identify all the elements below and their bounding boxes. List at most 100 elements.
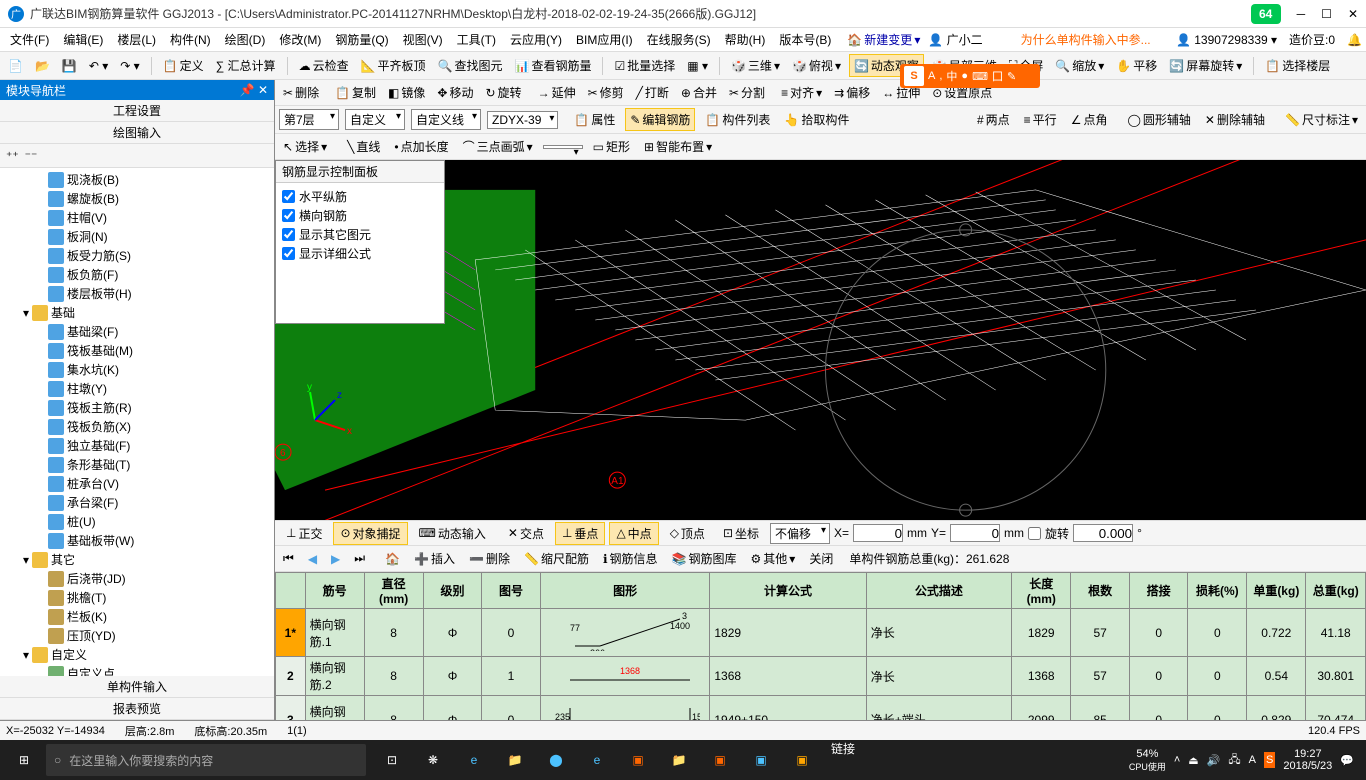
display-option[interactable]: 显示其它图元 — [282, 225, 438, 244]
close-button[interactable]: ✕ — [1348, 7, 1358, 21]
tree-item[interactable]: 板负筋(F) — [0, 265, 274, 284]
tree-item[interactable]: 桩(U) — [0, 512, 274, 531]
taskbar-ie[interactable]: e — [577, 740, 617, 780]
dyn-input-button[interactable]: ⌨ 动态输入 — [412, 522, 493, 545]
screen-rotate-button[interactable]: 🔄 屏幕旋转 ▾ — [1165, 55, 1246, 76]
props-button[interactable]: 📋 属性 — [570, 109, 619, 130]
tray-text-icon[interactable]: A — [1249, 754, 1256, 766]
notifications-icon[interactable]: 💬 — [1340, 754, 1354, 767]
start-button[interactable]: ⊞ — [4, 740, 44, 780]
tree-item[interactable]: 挑檐(T) — [0, 588, 274, 607]
draw-option-dropdown[interactable] — [543, 145, 583, 149]
table-row[interactable]: 1* 横向钢筋.18Φ0 77266140031829净长 182957000.… — [276, 609, 1366, 657]
tree-item[interactable]: 后浇带(JD) — [0, 569, 274, 588]
cloud-check-button[interactable]: ☁ 云检查 — [295, 55, 353, 76]
offset-dropdown[interactable]: 不偏移 — [770, 523, 830, 544]
rebar-info-button[interactable]: ℹ 钢筋信息 — [599, 548, 662, 569]
taskbar-edge[interactable]: e — [454, 740, 494, 780]
scale-button[interactable]: 📏 缩尺配筋 — [520, 548, 593, 569]
prev-button[interactable]: ◀ — [304, 550, 321, 568]
select-button[interactable]: ↖ 选择 ▾ — [279, 136, 331, 157]
define-button[interactable]: 📋 定义 — [159, 55, 208, 76]
new-button[interactable]: 📄 — [4, 57, 27, 75]
table-header[interactable]: 总重(kg) — [1306, 573, 1366, 609]
edit-rebar-button[interactable]: ✎ 编辑钢筋 — [625, 108, 695, 131]
x-input[interactable] — [853, 524, 903, 542]
tray-ime-icon[interactable]: S — [1264, 752, 1275, 768]
perp-button[interactable]: ⊥ 垂点 — [555, 522, 605, 545]
bell-icon[interactable]: 🔔 — [1347, 33, 1362, 47]
table-row[interactable]: 3 横向钢筋.38Φ0 2357014561501949+150净长+端头 20… — [276, 696, 1366, 721]
rotate-checkbox[interactable] — [1028, 527, 1041, 540]
taskbar-app-4[interactable]: ▣ — [618, 740, 658, 780]
ext-button[interactable]: ⊡ 坐标 — [716, 522, 766, 545]
tray-network-icon[interactable]: 🖧 — [1228, 751, 1240, 770]
rotate-button[interactable]: ↻ 旋转 — [481, 82, 525, 103]
table-header[interactable]: 筋号 — [305, 573, 364, 609]
tree-item[interactable]: 筏板主筋(R) — [0, 398, 274, 417]
tree-item[interactable]: 桩承台(V) — [0, 474, 274, 493]
redo-button[interactable]: ↷ ▾ — [116, 57, 143, 75]
menu-modify[interactable]: 修改(M) — [273, 29, 327, 50]
tray-usb-icon[interactable]: ⏏ — [1188, 754, 1198, 767]
menu-tools[interactable]: 工具(T) — [451, 29, 502, 50]
3d-viewport[interactable]: x y z 6 A1 钢筋显示控制面板 水平纵筋 横向钢筋 显示其它图元 显示详… — [275, 160, 1366, 520]
rebar-display-panel[interactable]: 钢筋显示控制面板 水平纵筋 横向钢筋 显示其它图元 显示详细公式 — [275, 160, 445, 324]
select-floor-button[interactable]: 📋 选择楼层 — [1261, 55, 1334, 76]
undo-button[interactable]: ↶ ▾ — [85, 57, 112, 75]
tree-item[interactable]: 柱墩(Y) — [0, 379, 274, 398]
last-button[interactable]: ⏭ — [350, 549, 369, 568]
table-header[interactable]: 长度(mm) — [1012, 573, 1071, 609]
3d-button[interactable]: 🎲 三维 ▾ — [727, 55, 784, 76]
tree-item[interactable]: 基础梁(F) — [0, 322, 274, 341]
intersect-button[interactable]: ✕ 交点 — [501, 522, 551, 545]
menu-help[interactable]: 帮助(H) — [719, 29, 772, 50]
dim-button[interactable]: 📏 尺寸标注 ▾ — [1281, 109, 1362, 130]
extend-button[interactable]: → 延伸 — [534, 82, 580, 103]
find-view-button[interactable]: 🔍 查找图元 — [434, 55, 507, 76]
table-header[interactable]: 搭接 — [1129, 573, 1188, 609]
taskbar-app-5[interactable]: 📁 — [659, 740, 699, 780]
table-header[interactable]: 单重(kg) — [1247, 573, 1306, 609]
first-button[interactable]: ⏮ — [279, 549, 298, 568]
tree-item[interactable]: 板受力筋(S) — [0, 246, 274, 265]
move-button[interactable]: ✥ 移动 — [433, 82, 477, 103]
menu-bim[interactable]: BIM应用(I) — [570, 29, 639, 50]
y-input[interactable] — [950, 524, 1000, 542]
save-button[interactable]: 💾 — [58, 57, 81, 75]
taskbar-app-3[interactable]: ⬤ — [536, 740, 576, 780]
tray-volume-icon[interactable]: 🔊 — [1207, 754, 1221, 767]
menu-cloud[interactable]: 云应用(Y) — [504, 29, 568, 50]
table-header[interactable]: 图形 — [540, 573, 710, 609]
tree-item[interactable]: 板洞(N) — [0, 227, 274, 246]
type-dropdown[interactable]: 自定义线 — [411, 109, 481, 130]
tree-item[interactable]: 独立基础(F) — [0, 436, 274, 455]
split-button[interactable]: ✂ 分割 — [725, 82, 769, 103]
open-button[interactable]: 📂 — [31, 57, 54, 75]
menu-online[interactable]: 在线服务(S) — [641, 29, 717, 50]
comp-list-button[interactable]: 📋 构件列表 — [701, 109, 774, 130]
close-panel-icon[interactable]: ✕ — [258, 83, 268, 97]
table-row[interactable]: 2 横向钢筋.28Φ1 13681368净长 136857000.5430.80… — [276, 657, 1366, 696]
table-header[interactable]: 直径(mm) — [364, 573, 423, 609]
name-dropdown[interactable]: ZDYX-39 — [487, 111, 558, 129]
offset-button[interactable]: ⇉ 偏移 — [830, 82, 874, 103]
rotate-input[interactable] — [1073, 524, 1133, 542]
menu-rebar[interactable]: 钢筋量(Q) — [329, 29, 394, 50]
section-report-preview[interactable]: 报表预览 — [0, 698, 274, 720]
menu-floor[interactable]: 楼层(L) — [111, 29, 162, 50]
table-header[interactable]: 图号 — [482, 573, 541, 609]
table-header[interactable] — [276, 573, 306, 609]
tree-item[interactable]: 条形基础(T) — [0, 455, 274, 474]
data-home-button[interactable]: 🏠 — [381, 550, 404, 568]
link-label[interactable]: 链接 — [831, 740, 855, 780]
tree-item[interactable]: 压顶(YD) — [0, 626, 274, 645]
line-button[interactable]: ╲ 直线 — [343, 136, 384, 157]
taskbar-app-6[interactable]: ▣ — [700, 740, 740, 780]
zoom-button[interactable]: 🔍 缩放 ▾ — [1051, 55, 1108, 76]
phone-number[interactable]: 👤 13907298339 ▾ — [1176, 33, 1277, 47]
arc-axis-button[interactable]: ◯ 圆形辅轴 — [1123, 109, 1194, 130]
insert-button[interactable]: ➕ 插入 — [410, 548, 459, 569]
pan-button[interactable]: ✋ 平移 — [1112, 55, 1161, 76]
copy-button[interactable]: 📋 复制 — [331, 82, 380, 103]
